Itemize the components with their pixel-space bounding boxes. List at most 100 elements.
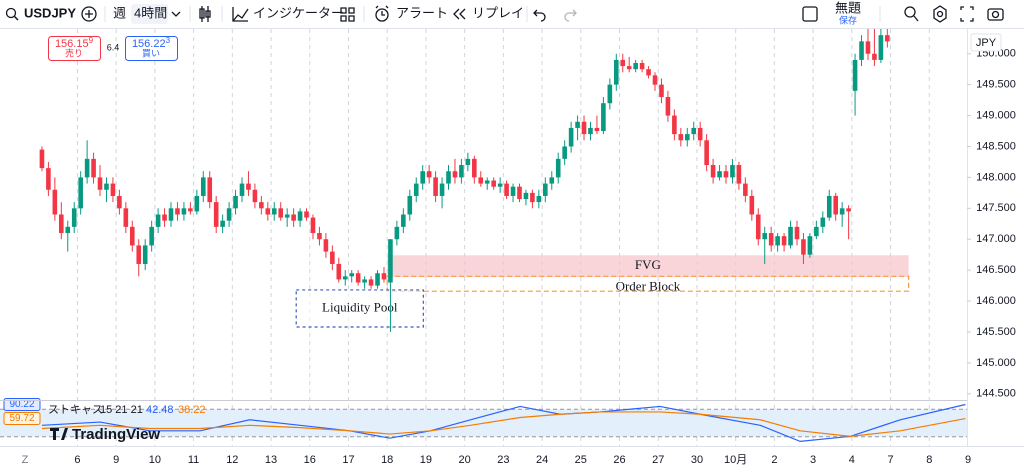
sell-price: 156.159 [55, 36, 94, 50]
settings-icon-center [936, 10, 944, 18]
candle-body [459, 165, 464, 178]
candle-body [607, 84, 613, 104]
candle-body [110, 183, 116, 196]
candle-body [246, 183, 251, 190]
candle-body [697, 127, 703, 141]
buy-price-main: 156.22 [132, 38, 166, 50]
indicator-params: 15 21 21 [100, 404, 143, 416]
price-axis[interactable]: 144.500 145.000 145.500 146.000 146.500 147.0… [967, 48, 1016, 400]
candle-body [814, 226, 819, 237]
candle-body [155, 214, 161, 227]
y-tick-label: 144.500 [976, 388, 1016, 400]
indicators-icon[interactable] [232, 7, 249, 22]
candle-body [859, 41, 864, 60]
candle-body [407, 195, 413, 215]
add-symbol-icon[interactable] [81, 6, 97, 22]
candle-body [620, 59, 626, 67]
indicators-button[interactable]: インジケーター [253, 5, 344, 20]
chart-type-icon[interactable] [199, 6, 211, 22]
candle-body [865, 41, 871, 54]
candle-body [652, 75, 658, 85]
y-tick-label: 148.000 [976, 171, 1016, 183]
candle-body [84, 158, 90, 178]
sell-button[interactable] [48, 36, 101, 61]
candle-body [749, 195, 755, 215]
x-tick-label: 17 [342, 454, 354, 466]
candle-body [568, 127, 574, 147]
candle-body [691, 127, 697, 135]
undo-icon[interactable] [533, 9, 546, 22]
candle-body [581, 121, 587, 135]
candle-body [820, 217, 826, 227]
snapshot-lens [991, 10, 1000, 19]
candle-body [304, 211, 309, 218]
candle-body [310, 217, 316, 234]
candle-body [220, 220, 225, 227]
candle-body [162, 214, 167, 221]
candle-body [362, 279, 367, 283]
candle-body [375, 273, 380, 286]
x-tick-label: 13 [265, 454, 277, 466]
time-axis[interactable]: 6 9 10 11 12 13 16 17 18 19 20 23 24 25 26 27 30 10月 2 3 4 7 8… [74, 454, 971, 466]
candle-body [801, 239, 806, 255]
alert-icon[interactable] [375, 8, 389, 22]
candle-body [426, 171, 432, 178]
candles [39, 29, 890, 332]
candle-body [317, 233, 322, 240]
candle-body [91, 158, 96, 178]
y-tick-label: 145.000 [976, 357, 1016, 369]
candle-body [342, 276, 348, 280]
save-label[interactable]: 保存 [839, 14, 857, 25]
x-tick-label: 18 [381, 454, 393, 466]
price-axis-bg [967, 29, 1024, 446]
candle-body [297, 211, 303, 221]
order-block-label: Order Block [616, 279, 681, 294]
layout-icon[interactable] [802, 6, 818, 22]
candle-body [646, 69, 651, 76]
y-tick-label: 149.500 [976, 79, 1016, 91]
replay-icon[interactable] [453, 8, 466, 20]
buy-price-sup: 3 [166, 36, 171, 45]
snapshot-icon[interactable] [987, 8, 1004, 21]
quick-search-icon[interactable] [904, 6, 916, 18]
interval[interactable]: 4時間 [134, 5, 167, 20]
candle-body [704, 140, 709, 166]
candle-body [665, 97, 671, 116]
symbol[interactable]: USDJPY [24, 5, 76, 20]
buy-button[interactable] [125, 36, 178, 61]
candle-body [433, 177, 438, 196]
candle-body [543, 183, 548, 196]
interval-dropdown[interactable] [171, 11, 181, 17]
interval-week[interactable]: 週 [113, 5, 126, 20]
alert-button[interactable]: アラート [396, 5, 448, 20]
candle-body [710, 165, 716, 178]
candle-body [659, 84, 664, 98]
fvg-zone [387, 255, 909, 277]
x-tick-label: 25 [575, 454, 587, 466]
scale-button[interactable]: Z [22, 454, 29, 466]
candle-body [284, 214, 290, 218]
stoch-value-tag-label: 90.22 [9, 399, 34, 410]
candle-body [478, 177, 484, 184]
candle-body [78, 177, 83, 209]
liquidity-pool-label: Liquidity Pool [322, 299, 398, 314]
candle-body [188, 208, 193, 212]
candle-body [401, 214, 406, 227]
candle-body [200, 177, 206, 196]
candle-body [549, 177, 555, 184]
candle-body [259, 202, 264, 209]
candle-body [491, 180, 496, 187]
y-tick-label: 147.500 [976, 202, 1016, 214]
currency-box[interactable] [970, 33, 1002, 52]
settings-icon[interactable] [933, 5, 947, 23]
replay-button[interactable]: リプレイ [472, 5, 524, 20]
templates-icon[interactable] [340, 7, 355, 22]
layout-name[interactable]: 無題 [835, 0, 861, 15]
fullscreen-icon[interactable] [960, 6, 974, 22]
candle-body [684, 134, 690, 141]
x-tick-label: 2 [771, 454, 777, 466]
redo-icon[interactable] [564, 9, 577, 22]
x-tick-label: 6 [74, 454, 80, 466]
search-icon[interactable] [5, 7, 17, 19]
